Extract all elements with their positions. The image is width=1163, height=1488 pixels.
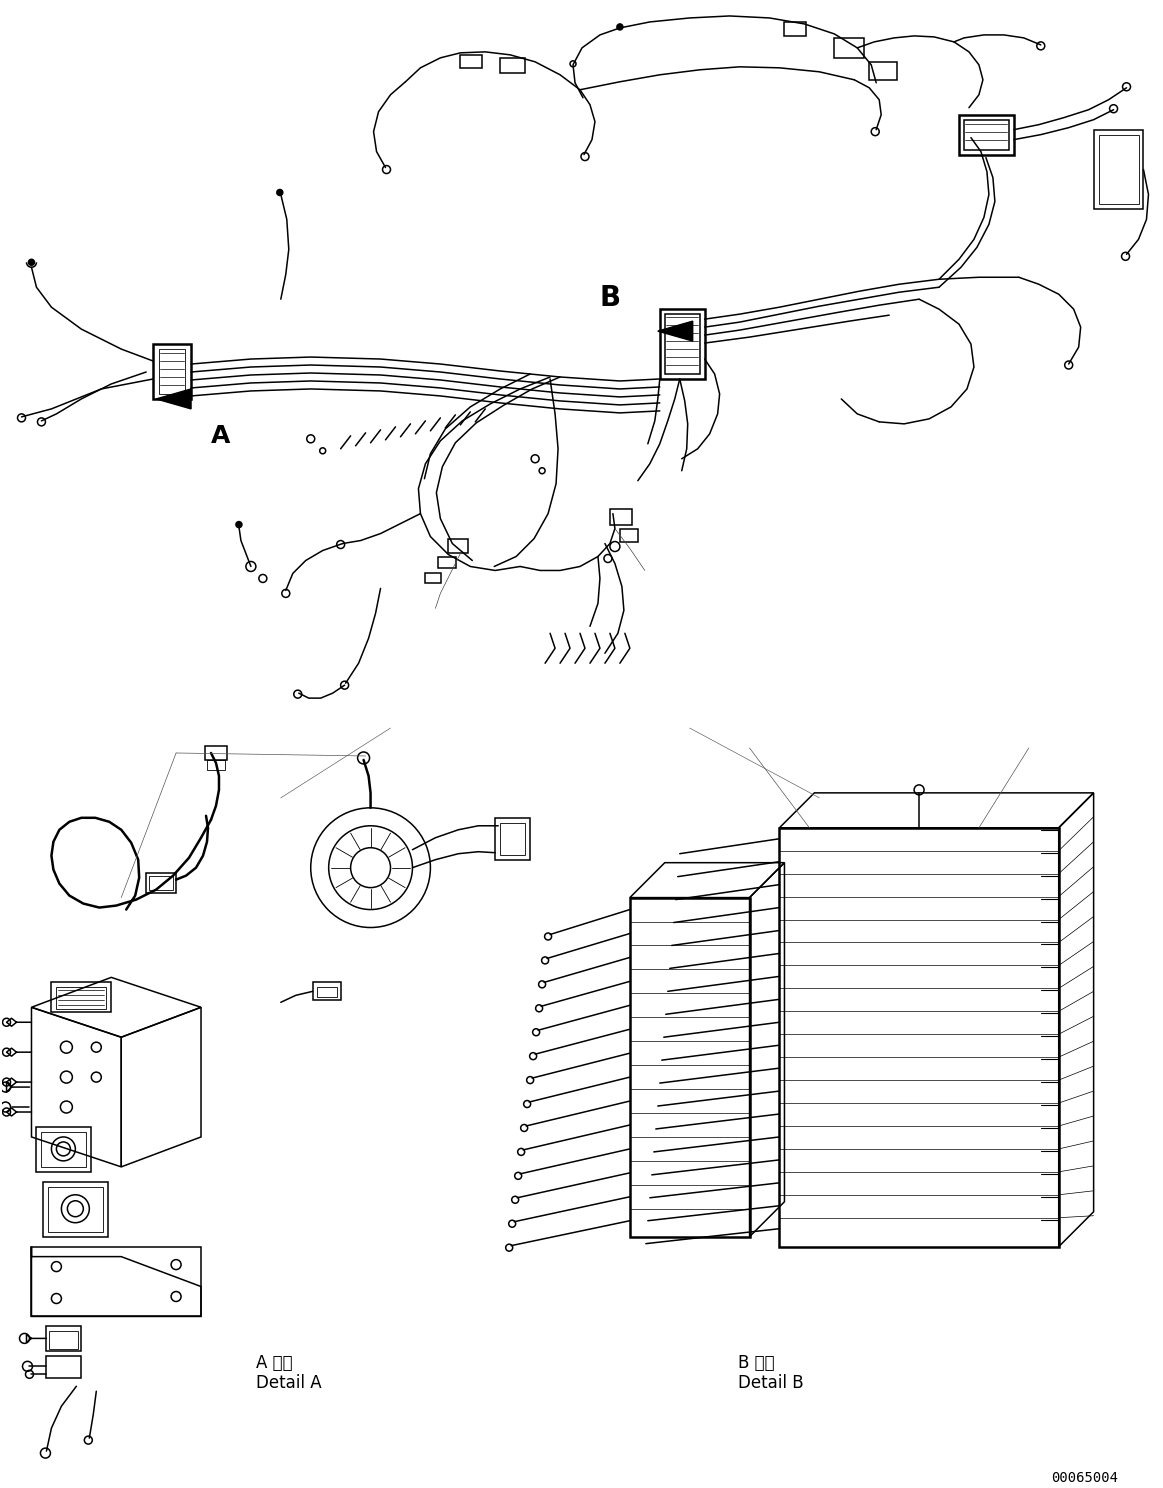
Bar [785,22,806,36]
Bar [207,760,224,769]
Bar [49,1187,104,1232]
Bar [57,988,106,1009]
Bar [313,982,341,1000]
Bar [500,58,526,73]
Bar [51,982,112,1012]
Bar [31,1247,201,1317]
Circle shape [277,189,283,195]
Bar [461,55,483,68]
Text: A 詳細: A 詳細 [256,1354,293,1372]
Bar [47,1357,81,1378]
Bar [1093,129,1143,210]
Bar [449,539,469,552]
Bar [609,509,632,525]
Bar [147,872,176,893]
Circle shape [236,522,242,528]
Text: B: B [600,284,621,312]
Bar [42,1132,86,1167]
Bar [149,875,173,890]
Bar [1099,134,1139,204]
Bar [659,310,705,379]
Bar [43,1181,108,1237]
Bar [438,557,456,568]
Bar [500,823,526,854]
Circle shape [28,259,35,265]
Text: Detail B: Detail B [737,1375,804,1393]
Bar [630,897,749,1237]
Text: 00065004: 00065004 [1051,1472,1119,1485]
Circle shape [616,24,623,30]
Bar [665,314,700,373]
Bar [50,1332,78,1350]
Polygon shape [658,321,693,341]
Bar [834,37,864,58]
Bar [495,818,530,860]
Bar [154,344,191,399]
Text: A: A [211,424,230,448]
Bar [36,1126,92,1173]
Bar [316,988,336,997]
Bar [47,1326,81,1351]
Bar [620,528,637,542]
Bar [869,62,897,80]
Text: B 詳細: B 詳細 [737,1354,775,1372]
Bar [205,745,227,760]
Bar [779,827,1058,1247]
Bar [426,573,442,583]
Bar [959,115,1014,155]
Text: Detail A: Detail A [256,1375,321,1393]
Polygon shape [156,388,191,409]
Bar [964,119,1008,150]
Bar [159,350,185,394]
